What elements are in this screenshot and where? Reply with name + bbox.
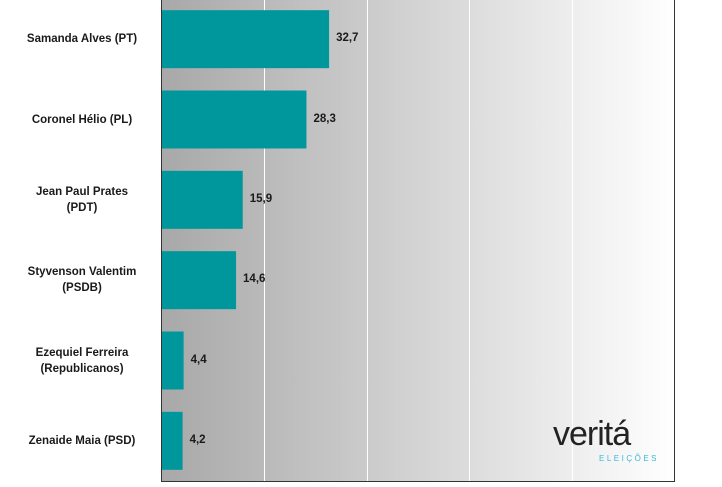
- category-label-line: Coronel Hélio (PL): [31, 113, 133, 126]
- data-label: 4,4: [190, 353, 207, 366]
- logo-wordmark: veritá: [553, 415, 631, 453]
- logo-subtitle: ELEIÇÕES: [599, 454, 660, 463]
- category-label-line: (PDT): [66, 201, 98, 214]
- category-label-line: Jean Paul Prates: [35, 185, 129, 198]
- category-label: Coronel Hélio (PL): [10, 112, 154, 128]
- category-label-line: Zenaide Maia (PSD): [28, 434, 136, 447]
- bar: [162, 90, 307, 149]
- data-label: 14,6: [243, 273, 266, 286]
- bar: [162, 411, 183, 470]
- category-label: Zenaide Maia (PSD): [10, 433, 154, 449]
- category-label: Jean Paul Prates (PDT): [10, 184, 154, 216]
- gridlines: [264, 0, 573, 482]
- category-label-line: (Republicanos): [40, 362, 124, 375]
- data-label: 15,9: [249, 192, 273, 205]
- verita-logo: veritá ELEIÇÕES: [553, 417, 673, 467]
- plot-area: [161, 0, 675, 482]
- category-label-line: Samanda Alves (PT): [26, 33, 138, 46]
- category-label-line: (PSDB): [62, 282, 102, 295]
- category-label-line: Styvenson Valentim: [27, 266, 137, 279]
- bar: [162, 10, 330, 69]
- data-label: 4,2: [189, 433, 206, 446]
- data-label: 28,3: [313, 112, 336, 125]
- bar: [162, 251, 237, 310]
- bar: [162, 170, 243, 229]
- category-label: Ezequiel Ferreira (Republicanos): [10, 345, 154, 377]
- bars: [162, 10, 330, 470]
- bar: [162, 331, 184, 390]
- category-label-line: Ezequiel Ferreira: [35, 346, 129, 359]
- category-label: Samanda Alves (PT): [10, 31, 154, 47]
- data-label: 32,7: [336, 32, 359, 45]
- category-label: Styvenson Valentim (PSDB): [10, 264, 154, 296]
